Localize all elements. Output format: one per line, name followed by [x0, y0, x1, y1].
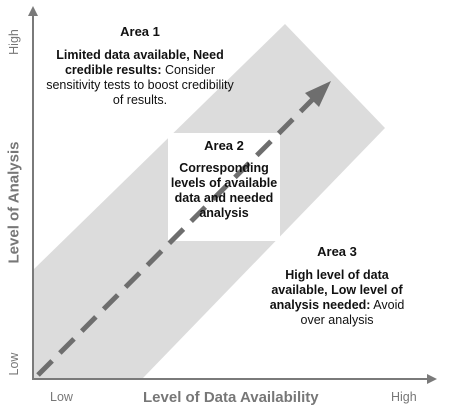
- x-axis-arrowhead: [427, 374, 437, 384]
- x-axis-low-label: Low: [50, 390, 73, 404]
- area3-text: Avoid over analysis: [300, 298, 405, 327]
- area2-label: Area 2 Corresponding levels of available…: [170, 138, 278, 221]
- y-axis-title: Level of Analysis: [5, 141, 23, 264]
- area1-label: Area 1 Limited data available, Need cred…: [40, 24, 240, 108]
- area3-title: Area 3: [317, 244, 357, 259]
- area3-description: High level of data available, Low level …: [262, 268, 412, 328]
- area1-title: Area 1: [120, 24, 160, 39]
- area2-title: Area 2: [204, 138, 244, 153]
- y-axis-low-label: Low: [7, 352, 21, 376]
- area2-text: Corresponding levels of available data a…: [170, 161, 278, 220]
- trend-arrow-head: [305, 81, 331, 107]
- x-axis-title: Level of Data Availability: [143, 389, 319, 406]
- trend-arrow-line: [36, 92, 320, 377]
- y-axis-high-label: High: [7, 29, 21, 55]
- area3-label: Area 3 High level of data available, Low…: [262, 244, 412, 328]
- y-axis-arrowhead: [28, 6, 38, 16]
- area3-bold-text: High level of data available, Low level …: [269, 268, 403, 312]
- area1-text: Consider sensitivity tests to boost cred…: [46, 63, 234, 107]
- area1-bold-text: Limited data available, Need credible re…: [56, 48, 224, 77]
- x-axis-high-label: High: [391, 390, 417, 404]
- area1-description: Limited data available, Need credible re…: [40, 48, 240, 108]
